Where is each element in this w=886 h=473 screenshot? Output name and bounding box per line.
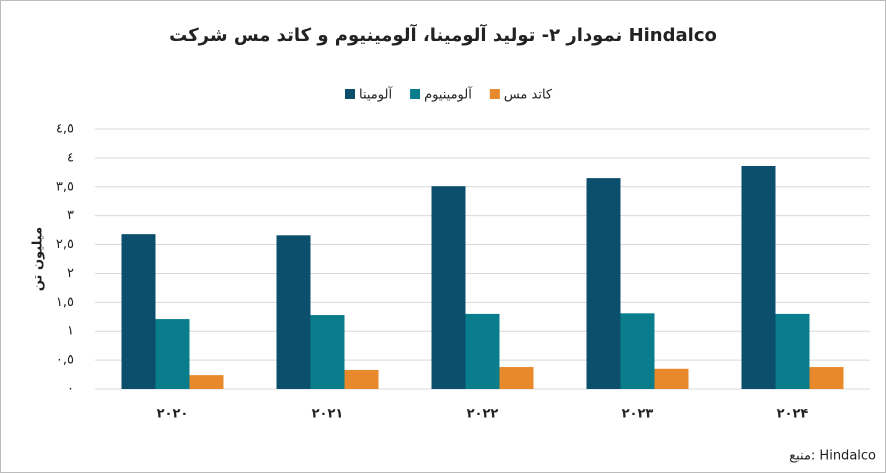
y-tick-label: ٣ bbox=[67, 208, 74, 223]
bar bbox=[586, 178, 621, 389]
y-tick-label: ٢ bbox=[67, 266, 74, 281]
bar bbox=[654, 368, 689, 389]
legend-swatch bbox=[410, 89, 421, 99]
x-tick-label: ۲۰۲۲ bbox=[467, 407, 499, 422]
y-tick-label: ٠,٥ bbox=[56, 353, 74, 368]
y-tick-label: ٤,٥ bbox=[56, 122, 74, 137]
bar bbox=[155, 319, 190, 389]
bar bbox=[276, 235, 311, 389]
source: منبع: Hindalco bbox=[789, 449, 876, 464]
legend-swatch bbox=[489, 89, 500, 99]
y-tick-label: ٠ bbox=[67, 382, 74, 397]
y-tick-label: ١,٥ bbox=[56, 295, 74, 310]
bar bbox=[741, 165, 776, 389]
bar bbox=[499, 367, 534, 389]
bar bbox=[344, 369, 379, 389]
y-tick-label: ١ bbox=[67, 324, 74, 339]
bar bbox=[121, 234, 156, 389]
y-tick-label: ٢,٥ bbox=[56, 237, 74, 252]
legend-swatch bbox=[345, 89, 355, 99]
bar bbox=[310, 315, 345, 389]
x-tick-label: ۲۰۲۴ bbox=[777, 407, 809, 422]
legend-label: آلومینیوم bbox=[424, 86, 473, 103]
legend-label: آلومینا bbox=[359, 86, 393, 103]
bar bbox=[189, 375, 224, 389]
y-axis-label: میلیون تن bbox=[31, 227, 46, 291]
x-tick-label: ۲۰۲۳ bbox=[622, 407, 654, 422]
chart-title: نمودار ۲- تولید آلومینا، آلومینیوم و کات… bbox=[169, 23, 717, 46]
legend-label: کاتد مس bbox=[504, 88, 553, 103]
bar bbox=[465, 313, 500, 389]
x-tick-label: ۲۰۲۱ bbox=[312, 407, 344, 422]
bar bbox=[809, 367, 844, 389]
bar bbox=[431, 186, 466, 389]
bar bbox=[775, 313, 810, 389]
bar bbox=[620, 313, 655, 389]
y-tick-label: ٤ bbox=[67, 150, 74, 165]
x-tick-label: ۲۰۲۰ bbox=[157, 407, 189, 422]
y-tick-label: ٣,٥ bbox=[56, 179, 74, 194]
